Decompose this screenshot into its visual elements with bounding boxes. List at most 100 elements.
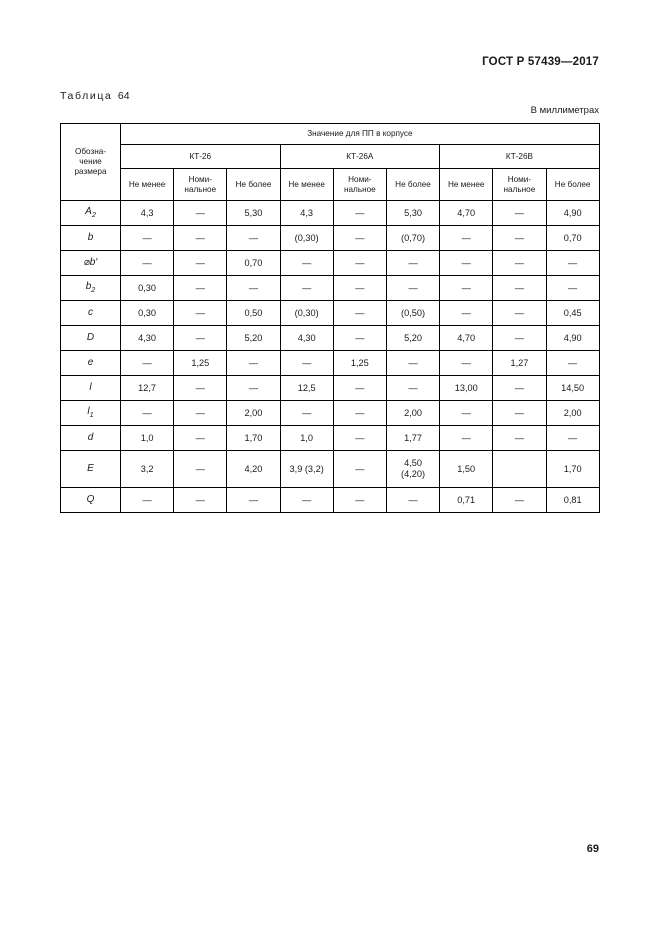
column-header-kt26a-nom: Номи- нальное <box>332 168 387 201</box>
table-cell: 4,20 <box>226 450 281 488</box>
table-cell: — <box>279 400 334 426</box>
table-cell: 2,00 <box>385 400 441 426</box>
column-group-kt-26v: КТ-26В <box>439 144 600 169</box>
table-row: l1— —2,00— —2,00— —2,00 <box>60 400 600 426</box>
table-row: l 12,7— —12,5— —13,00—14,50 <box>60 375 600 401</box>
column-header-kt26v-nom: Номи- нальное <box>492 168 547 201</box>
table-cell: — <box>332 400 387 426</box>
table-head-row-groups: КТ-26 КТ-26А КТ-26В <box>61 144 600 169</box>
table-cell: — <box>492 400 547 426</box>
table-cell: 1,50 <box>439 450 494 488</box>
row-label: ⌀b′ <box>60 250 121 276</box>
table-cell: — <box>332 225 387 251</box>
table-cell: 5,30 <box>385 200 441 226</box>
table-row: ⌀b′ — —0,70— — — — — — <box>60 250 600 276</box>
table-cell: 1,0 <box>119 425 175 451</box>
table-row: b — — — (0,30) — (0,70) — —0,70 <box>60 225 600 251</box>
row-label: b2 <box>60 275 121 301</box>
table-cell: 1,70 <box>226 425 281 451</box>
table-cell: 2,00 <box>226 400 281 426</box>
table-cell: 0,71 <box>439 487 494 513</box>
column-header-kt26-min: Не менее <box>119 168 175 201</box>
table-cell: — <box>545 275 600 301</box>
table-cell: — <box>492 200 547 226</box>
table-cell: — <box>332 250 387 276</box>
column-header-size-designation: Обозна- чение размера <box>60 123 121 201</box>
table-cell: — <box>332 200 387 226</box>
table-cell: — <box>492 375 547 401</box>
table-cell: — <box>332 375 387 401</box>
table-cell: — <box>385 250 441 276</box>
table-cell: — <box>226 350 281 376</box>
column-header-value-span: Значение для ПП в корпусе <box>120 123 600 145</box>
table-cell: — <box>279 250 334 276</box>
row-label-subscript: 2 <box>91 210 96 220</box>
table-cell: — <box>173 375 228 401</box>
table-cell: — <box>173 450 228 488</box>
table-cell: — <box>226 375 281 401</box>
table-cell: (0,30) <box>279 225 334 251</box>
table-cell: — <box>226 275 281 301</box>
table-cell: 4,90 <box>545 325 600 351</box>
table-cell: — <box>332 487 387 513</box>
table-cell: 0,50 <box>226 300 281 326</box>
table-cell: — <box>173 225 228 251</box>
table-cell: 3,2 <box>119 450 175 488</box>
table-cell: — <box>492 425 547 451</box>
table-cell: 1,27 <box>492 350 547 376</box>
table-cell: — <box>173 325 228 351</box>
row-label: l1 <box>60 400 121 426</box>
table-cell: — <box>385 375 441 401</box>
table-cell: 1,25 <box>332 350 387 376</box>
table-cell: — <box>439 275 494 301</box>
table-cell: 4,50 (4,20) <box>385 450 441 488</box>
column-header-kt26v-max: Не более <box>545 168 600 201</box>
table-cell: — <box>545 250 600 276</box>
table-row: c 0,30—0,50 (0,30) — (0,50) — —0,45 <box>60 300 600 326</box>
table-cell: — <box>439 225 494 251</box>
column-header-kt26a-max: Не более <box>385 168 441 201</box>
table-cell: (0,70) <box>385 225 441 251</box>
table-cell: — <box>173 200 228 226</box>
table-cell: — <box>492 275 547 301</box>
units-note: В миллиметрах <box>530 105 599 116</box>
table-caption: Таблица 64 <box>60 90 130 102</box>
table-cell: 0,30 <box>119 275 175 301</box>
table-cell: 14,50 <box>545 375 600 401</box>
table-cell: — <box>492 487 547 513</box>
column-group-kt-26: КТ-26 <box>120 144 281 169</box>
table-row: Q — — — — — —0,71—0,81 <box>60 487 600 513</box>
page-number: 69 <box>586 843 599 855</box>
row-label-subscript: 1 <box>89 410 94 420</box>
table-caption-number: 64 <box>117 90 130 102</box>
table-body: A2 4,3—5,30 4,3—5,30 4,70—4,90 b — — — (0,30) — (0… <box>60 200 600 513</box>
table-cell: — <box>492 250 547 276</box>
table-row: A2 4,3—5,30 4,3—5,30 4,70—4,90 <box>60 200 600 226</box>
column-header-kt26v-min: Не менее <box>439 168 494 201</box>
table-cell: 5,20 <box>385 325 441 351</box>
table-cell: — <box>439 300 494 326</box>
table-cell: — <box>279 487 334 513</box>
table-cell: 4,90 <box>545 200 600 226</box>
table-cell: 12,5 <box>279 375 334 401</box>
column-header-kt26-nom: Номи- нальное <box>173 168 228 201</box>
row-label: E <box>60 450 121 488</box>
table-cell: 0,45 <box>545 300 600 326</box>
row-label: d <box>60 425 121 451</box>
table-cell: — <box>332 300 387 326</box>
table-cell: — <box>332 425 387 451</box>
table-cell: — <box>173 400 228 426</box>
table-cell: — <box>119 350 175 376</box>
table-cell: 4,30 <box>279 325 334 351</box>
table-cell: (0,50) <box>385 300 441 326</box>
table-cell: — <box>492 325 547 351</box>
table-cell: 2,00 <box>545 400 600 426</box>
row-label: e <box>60 350 121 376</box>
row-label: D <box>60 325 121 351</box>
table-cell: — <box>545 425 600 451</box>
table-cell: — <box>279 350 334 376</box>
table-cell: 4,3 <box>119 200 175 226</box>
table-cell: — <box>332 450 387 488</box>
table-cell: — <box>173 275 228 301</box>
column-header-kt26a-min: Не менее <box>279 168 334 201</box>
